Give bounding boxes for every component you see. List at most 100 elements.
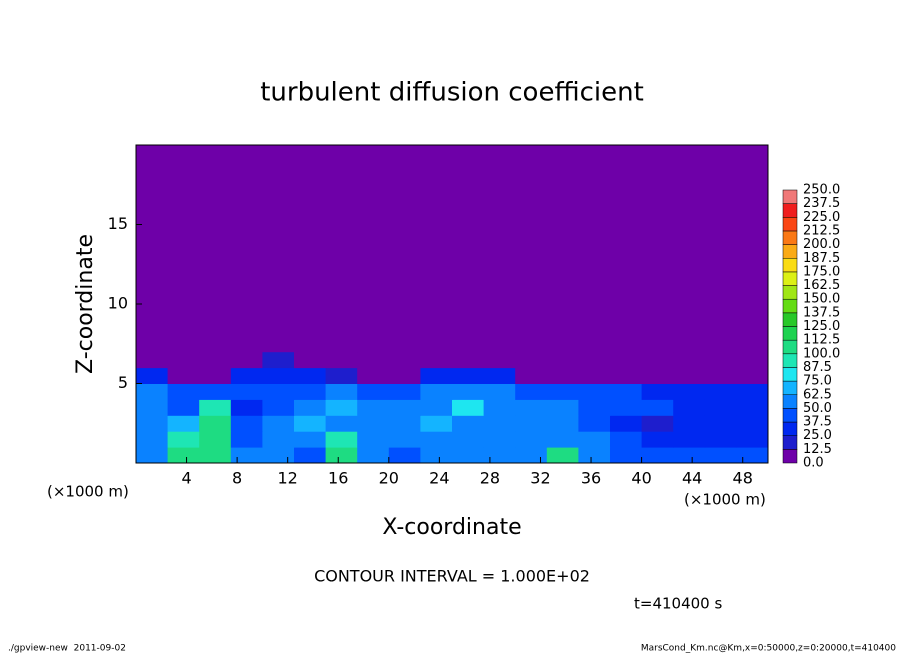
x-tick-label: 24 bbox=[429, 469, 449, 488]
cell bbox=[483, 383, 516, 400]
x-tick-label: 36 bbox=[581, 469, 601, 488]
cell bbox=[420, 351, 453, 369]
cell bbox=[136, 351, 169, 369]
cell bbox=[736, 367, 769, 384]
x-axis-label: X-coordinate bbox=[382, 515, 521, 540]
cell bbox=[357, 447, 390, 464]
cell bbox=[230, 399, 263, 416]
time-label: t=410400 s bbox=[634, 595, 722, 613]
cell bbox=[167, 415, 200, 432]
cell bbox=[704, 447, 737, 464]
cell bbox=[294, 447, 327, 464]
cell bbox=[704, 431, 737, 448]
cell bbox=[546, 447, 579, 464]
cell bbox=[578, 447, 611, 464]
colorbar-label: 37.5 bbox=[803, 415, 832, 430]
cell bbox=[262, 383, 295, 400]
cell bbox=[515, 431, 548, 448]
cell bbox=[230, 415, 263, 432]
cell bbox=[641, 145, 674, 353]
cell bbox=[641, 399, 674, 416]
cell bbox=[199, 447, 232, 464]
cell bbox=[325, 383, 358, 400]
x-tick-label: 12 bbox=[278, 469, 298, 488]
cell bbox=[136, 415, 169, 432]
cell bbox=[578, 367, 611, 384]
cell bbox=[262, 145, 295, 353]
footer-left: ./gpview-new 2011-09-02 bbox=[8, 644, 126, 654]
cell bbox=[420, 447, 453, 464]
cell bbox=[199, 399, 232, 416]
x-tick-label: 20 bbox=[379, 469, 399, 488]
cell bbox=[325, 431, 358, 448]
cell bbox=[262, 415, 295, 432]
cell bbox=[452, 351, 485, 369]
cell bbox=[199, 431, 232, 448]
colorbar-label: 137.5 bbox=[803, 305, 840, 320]
colorbar: 0.012.525.037.550.062.575.087.5100.0112.… bbox=[782, 183, 840, 471]
colorbar-label: 250.0 bbox=[803, 183, 840, 198]
colorbar-label: 112.5 bbox=[803, 333, 840, 348]
colorbar-label: 237.5 bbox=[803, 196, 840, 211]
cell bbox=[483, 447, 516, 464]
cell bbox=[230, 447, 263, 464]
colorbar-swatch bbox=[782, 353, 798, 368]
cell bbox=[483, 399, 516, 416]
colorbar-swatch bbox=[782, 394, 798, 409]
colorbar-label: 12.5 bbox=[803, 442, 832, 457]
cell bbox=[262, 447, 295, 464]
colorbar-label: 75.0 bbox=[803, 374, 832, 389]
cell bbox=[167, 351, 200, 369]
cell bbox=[357, 383, 390, 400]
cell bbox=[136, 431, 169, 448]
cell bbox=[452, 415, 485, 432]
cell bbox=[420, 399, 453, 416]
cell bbox=[294, 431, 327, 448]
cell bbox=[136, 145, 169, 353]
cell bbox=[546, 145, 579, 353]
cell bbox=[388, 431, 421, 448]
cell bbox=[452, 383, 485, 400]
colorbar-swatch bbox=[782, 326, 798, 341]
cell bbox=[262, 399, 295, 416]
colorbar-label: 50.0 bbox=[803, 401, 832, 416]
cell bbox=[610, 351, 643, 369]
cell bbox=[673, 383, 706, 400]
cell bbox=[546, 415, 579, 432]
cell bbox=[546, 431, 579, 448]
cell bbox=[610, 447, 643, 464]
colorbar-swatch bbox=[782, 230, 798, 245]
y-tick-label: 5 bbox=[118, 373, 128, 392]
cell bbox=[357, 145, 390, 353]
cell bbox=[357, 415, 390, 432]
cell bbox=[578, 351, 611, 369]
cell bbox=[483, 351, 516, 369]
contour-note: CONTOUR INTERVAL = 1.000E+02 bbox=[314, 567, 590, 586]
cell bbox=[515, 351, 548, 369]
cell bbox=[262, 431, 295, 448]
cell bbox=[325, 399, 358, 416]
cell bbox=[452, 431, 485, 448]
cell bbox=[610, 415, 643, 432]
x-tick-label: 40 bbox=[631, 469, 651, 488]
x-tick-label: 44 bbox=[682, 469, 702, 488]
colorbar-label: 162.5 bbox=[803, 278, 840, 293]
cell bbox=[199, 415, 232, 432]
cell bbox=[610, 367, 643, 384]
cell bbox=[136, 447, 169, 464]
cell bbox=[136, 399, 169, 416]
cell bbox=[673, 399, 706, 416]
cell bbox=[230, 367, 263, 384]
colorbar-swatch bbox=[782, 258, 798, 273]
cell bbox=[704, 415, 737, 432]
x-tick-label: 32 bbox=[530, 469, 550, 488]
x-tick-label: 48 bbox=[733, 469, 753, 488]
cell bbox=[388, 367, 421, 384]
cell bbox=[167, 431, 200, 448]
colorbar-label: 25.0 bbox=[803, 428, 832, 443]
cell bbox=[420, 431, 453, 448]
cell bbox=[704, 145, 737, 353]
cell bbox=[262, 351, 295, 369]
cell bbox=[736, 399, 769, 416]
